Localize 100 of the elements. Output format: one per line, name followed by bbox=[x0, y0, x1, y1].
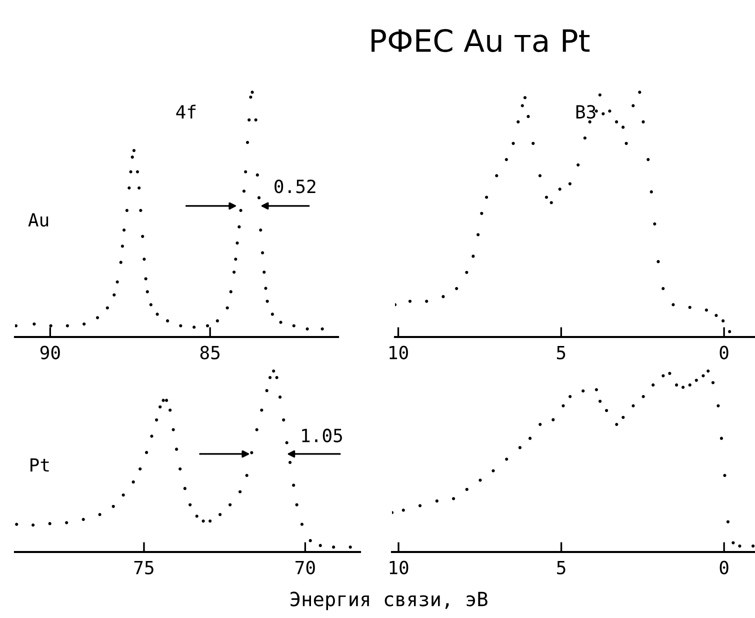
point bbox=[512, 142, 515, 145]
point bbox=[116, 280, 119, 284]
point bbox=[688, 383, 692, 387]
point bbox=[206, 324, 210, 328]
point bbox=[598, 400, 602, 403]
point bbox=[150, 434, 154, 438]
point bbox=[260, 251, 264, 254]
point bbox=[455, 286, 458, 290]
point bbox=[275, 376, 278, 380]
point bbox=[656, 260, 660, 264]
y-axis-title: Pt bbox=[30, 458, 49, 472]
point bbox=[614, 120, 618, 124]
x-tick-label: 10 bbox=[390, 560, 408, 574]
annotation: 0.52 bbox=[274, 180, 316, 194]
text: РФЕС Au та Pt bbox=[372, 29, 590, 52]
point bbox=[702, 374, 705, 378]
point bbox=[418, 504, 422, 508]
point bbox=[642, 395, 645, 398]
point bbox=[130, 156, 134, 159]
point bbox=[149, 303, 152, 306]
point bbox=[254, 118, 258, 122]
point bbox=[248, 118, 251, 122]
point bbox=[98, 512, 102, 516]
point bbox=[662, 286, 665, 290]
point bbox=[15, 522, 18, 526]
point bbox=[250, 451, 254, 454]
point bbox=[646, 158, 650, 162]
point bbox=[244, 170, 248, 174]
point bbox=[602, 112, 605, 116]
point bbox=[138, 186, 141, 190]
point bbox=[178, 467, 182, 470]
point bbox=[136, 170, 140, 174]
point bbox=[260, 408, 264, 412]
point bbox=[256, 173, 259, 177]
point bbox=[568, 395, 572, 398]
point bbox=[544, 196, 548, 199]
point bbox=[246, 140, 250, 144]
annotation: 1.05 bbox=[302, 428, 342, 442]
x-axis-title: Энергия связи, эВ bbox=[290, 592, 488, 610]
point bbox=[318, 544, 322, 548]
point bbox=[32, 322, 36, 326]
point bbox=[228, 503, 232, 506]
point bbox=[408, 300, 412, 303]
y-axis-title: Au bbox=[28, 213, 48, 227]
point bbox=[300, 522, 304, 526]
x-tick-label: 5 bbox=[557, 560, 566, 574]
point bbox=[268, 376, 272, 380]
x-tick-label: 70 bbox=[296, 560, 315, 574]
point bbox=[112, 504, 115, 508]
point bbox=[668, 372, 672, 375]
point bbox=[172, 428, 175, 432]
point bbox=[119, 260, 122, 264]
point bbox=[166, 319, 170, 322]
point bbox=[292, 484, 296, 487]
point bbox=[264, 286, 268, 290]
point bbox=[257, 196, 261, 200]
point bbox=[129, 170, 132, 174]
point bbox=[174, 448, 178, 451]
point bbox=[278, 396, 282, 399]
point bbox=[622, 416, 625, 419]
point bbox=[598, 93, 602, 96]
point bbox=[694, 378, 698, 382]
point bbox=[320, 327, 324, 330]
point bbox=[642, 120, 645, 124]
point bbox=[568, 182, 572, 186]
point bbox=[492, 469, 495, 472]
point bbox=[652, 383, 655, 387]
point bbox=[238, 490, 242, 494]
point bbox=[638, 90, 642, 94]
point bbox=[484, 196, 488, 199]
point bbox=[285, 441, 288, 444]
point bbox=[653, 222, 656, 226]
point bbox=[435, 499, 438, 503]
point bbox=[195, 514, 198, 518]
point bbox=[348, 546, 352, 549]
point bbox=[132, 480, 135, 484]
point bbox=[588, 120, 592, 124]
point bbox=[242, 190, 246, 193]
point bbox=[552, 418, 555, 422]
point bbox=[156, 312, 159, 316]
point bbox=[82, 518, 85, 521]
point bbox=[112, 293, 116, 296]
point bbox=[583, 136, 586, 140]
point bbox=[158, 405, 162, 408]
point bbox=[125, 208, 128, 212]
point bbox=[245, 474, 248, 478]
point bbox=[266, 300, 269, 303]
point bbox=[622, 126, 625, 129]
point bbox=[662, 374, 665, 378]
point bbox=[49, 324, 52, 328]
point bbox=[232, 270, 236, 274]
point bbox=[528, 436, 532, 440]
point bbox=[66, 324, 69, 328]
point bbox=[259, 228, 262, 232]
point bbox=[594, 388, 598, 392]
point bbox=[202, 520, 205, 523]
point bbox=[218, 512, 222, 516]
point bbox=[723, 474, 726, 478]
point bbox=[751, 544, 755, 548]
point bbox=[15, 324, 18, 328]
